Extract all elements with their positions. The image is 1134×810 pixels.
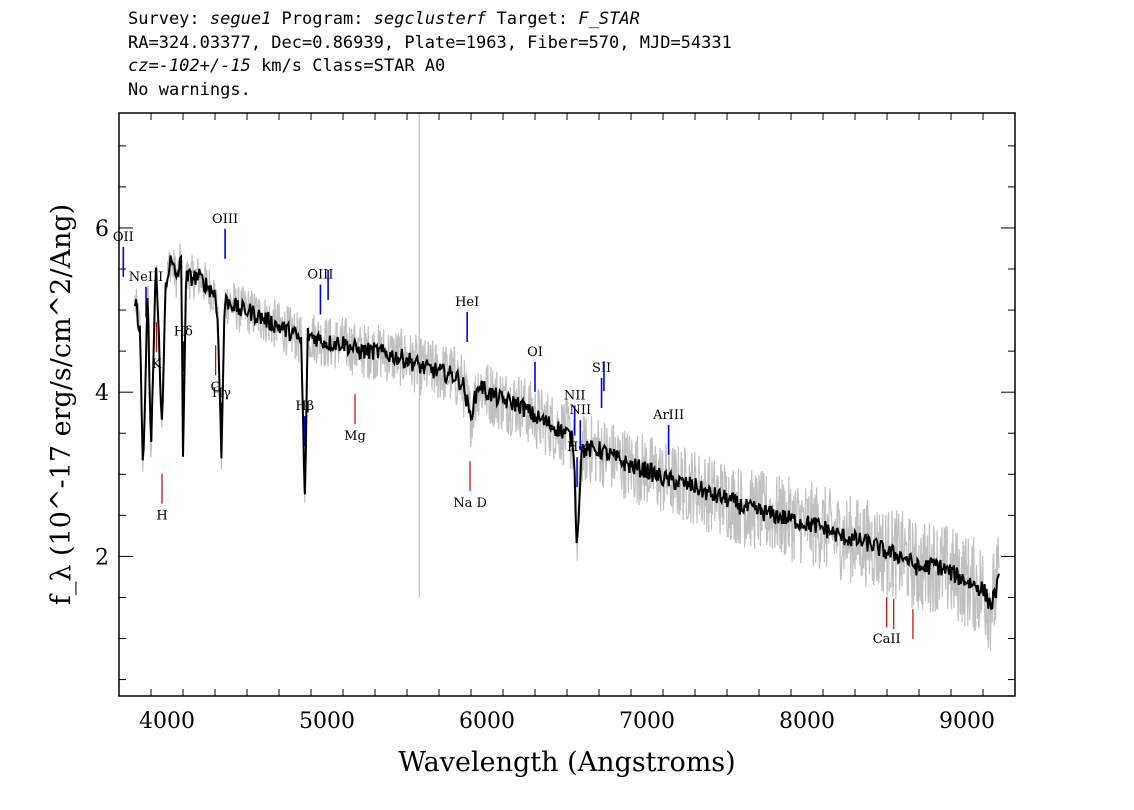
absorption-label: K (152, 357, 162, 372)
target-value: F_STAR (578, 9, 640, 29)
survey-value: segue1 (209, 9, 272, 29)
redshift-value: cz=-102+/-15 (128, 56, 251, 76)
program-label: Program: (271, 9, 374, 29)
target-label: Target: (486, 9, 579, 29)
program-value: segclusterf (373, 9, 487, 29)
error-band (134, 113, 1000, 652)
x-tick-label: 7000 (619, 709, 675, 734)
survey-label: Survey: (128, 9, 210, 29)
absorption-label: H (156, 509, 167, 524)
y-axis-title: f_λ (10^-17 erg/s/cm^2/Ang) (46, 204, 77, 605)
flux-line (134, 253, 1000, 611)
absorption-label: Na D (453, 496, 487, 511)
x-tick-label: 6000 (459, 709, 515, 734)
emission-label: NII (569, 403, 591, 418)
absorption-label: CaII (873, 632, 901, 647)
flux-series (134, 253, 1000, 611)
y-axis-title-text: f_λ (10^-17 erg/s/cm^2/Ang) (46, 204, 77, 605)
x-tick-label: 8000 (779, 709, 835, 734)
header-line-survey: Survey: segue1 Program: segclusterf Targ… (128, 8, 732, 32)
emission-label: OI (527, 345, 543, 360)
header-line-redshift: cz=-102+/-15 km/s Class=STAR A0 (128, 55, 732, 79)
emission-label: OIII (212, 212, 238, 227)
absorption-label: Mg (344, 429, 366, 444)
x-tick-label: 4000 (139, 709, 195, 734)
x-axis-title: Wavelength (Angstroms) (398, 747, 735, 778)
emission-label: HeI (455, 295, 479, 310)
emission-label: Hγ (212, 386, 231, 401)
header-line-warnings: No warnings. (128, 79, 251, 100)
emission-label: ArIII (652, 408, 684, 423)
y-tick-label: 2 (95, 545, 109, 570)
x-tick-label: 9000 (939, 709, 995, 734)
y-tick-label: 4 (95, 381, 109, 406)
y-tick-label: 6 (95, 217, 109, 242)
class-text: km/s Class=STAR A0 (250, 56, 446, 76)
axis-ticks: 4000 5000 6000 7000 8000 9000 2 4 6 (95, 113, 1016, 734)
emission-label: NeIII (129, 270, 163, 285)
x-tick-label: 5000 (299, 709, 355, 734)
emission-label: Hβ (295, 399, 314, 414)
emission-label: Hδ (174, 324, 193, 339)
emission-label: SII (592, 361, 611, 376)
header-line-coordinates: RA=324.03377, Dec=0.86939, Plate=1963, F… (128, 32, 732, 53)
emission-label: OII (113, 230, 134, 245)
spectrum-header: Survey: segue1 Program: segclusterf Targ… (128, 8, 732, 102)
emission-label: OIII (307, 268, 333, 283)
error-band-trace (134, 243, 1000, 652)
absorption-label: G (210, 380, 220, 395)
emission-label: NII (564, 389, 586, 404)
